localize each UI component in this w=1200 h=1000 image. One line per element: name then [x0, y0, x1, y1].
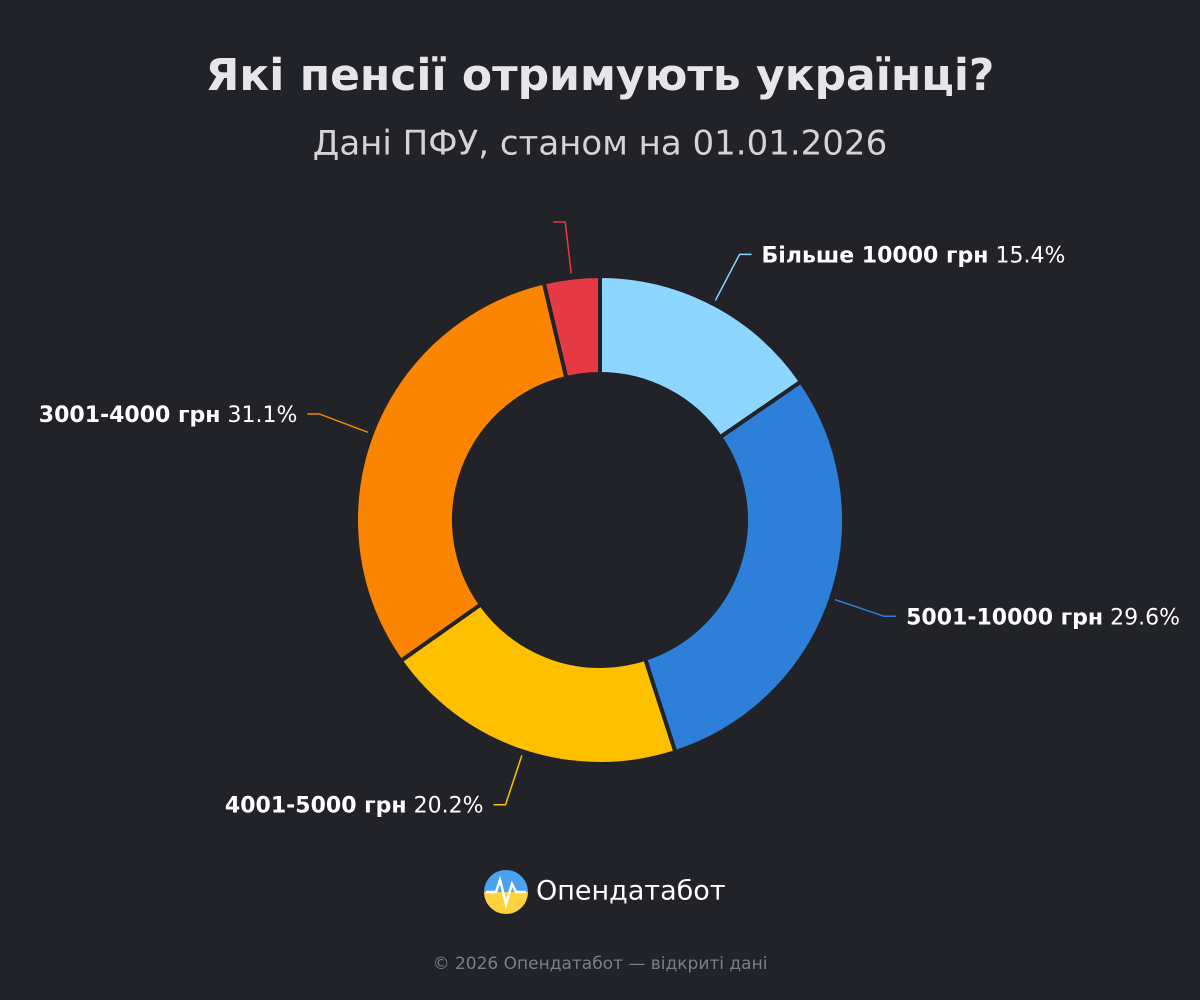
pie-slice — [643, 379, 846, 755]
leader-line — [834, 598, 897, 618]
slice-value: 31.1% — [227, 403, 297, 428]
slice-label: Більше 10000 грн 15.4% — [762, 243, 1066, 268]
pie-slice — [398, 602, 678, 766]
chart-title: Які пенсії отримують українці? — [206, 50, 995, 101]
slice-label: 3001-4000 грн 31.1% — [39, 403, 298, 428]
leader-line — [553, 221, 572, 274]
footer-text: © 2026 Опендатабот — відкриті дані — [433, 954, 768, 974]
chart-subtitle: Дані ПФУ, станом на 01.01.2026 — [313, 124, 887, 164]
leader-line — [714, 253, 752, 301]
leader-line — [307, 413, 369, 434]
slice-value: 15.4% — [995, 243, 1065, 268]
slice-category: 5001-10000 грн — [906, 605, 1103, 630]
slice-category: 3001-4000 грн — [39, 403, 221, 428]
logo-wave — [486, 875, 526, 909]
slice-label: 5001-10000 грн 29.6% — [906, 605, 1180, 630]
leader-line — [493, 755, 523, 806]
pie-slice — [541, 274, 602, 380]
brand-logo: Опендатабот — [484, 870, 726, 914]
pie-slice — [354, 280, 569, 663]
logo-icon — [484, 870, 528, 914]
slice-value: 29.6% — [1110, 605, 1180, 630]
slice-value: 20.2% — [414, 794, 484, 819]
slice-category: 4001-5000 грн — [225, 794, 407, 819]
slice-category: Більше 10000 грн — [762, 243, 989, 268]
brand-name: Опендатабот — [536, 876, 726, 907]
slice-label: 4001-5000 грн 20.2% — [225, 794, 484, 819]
